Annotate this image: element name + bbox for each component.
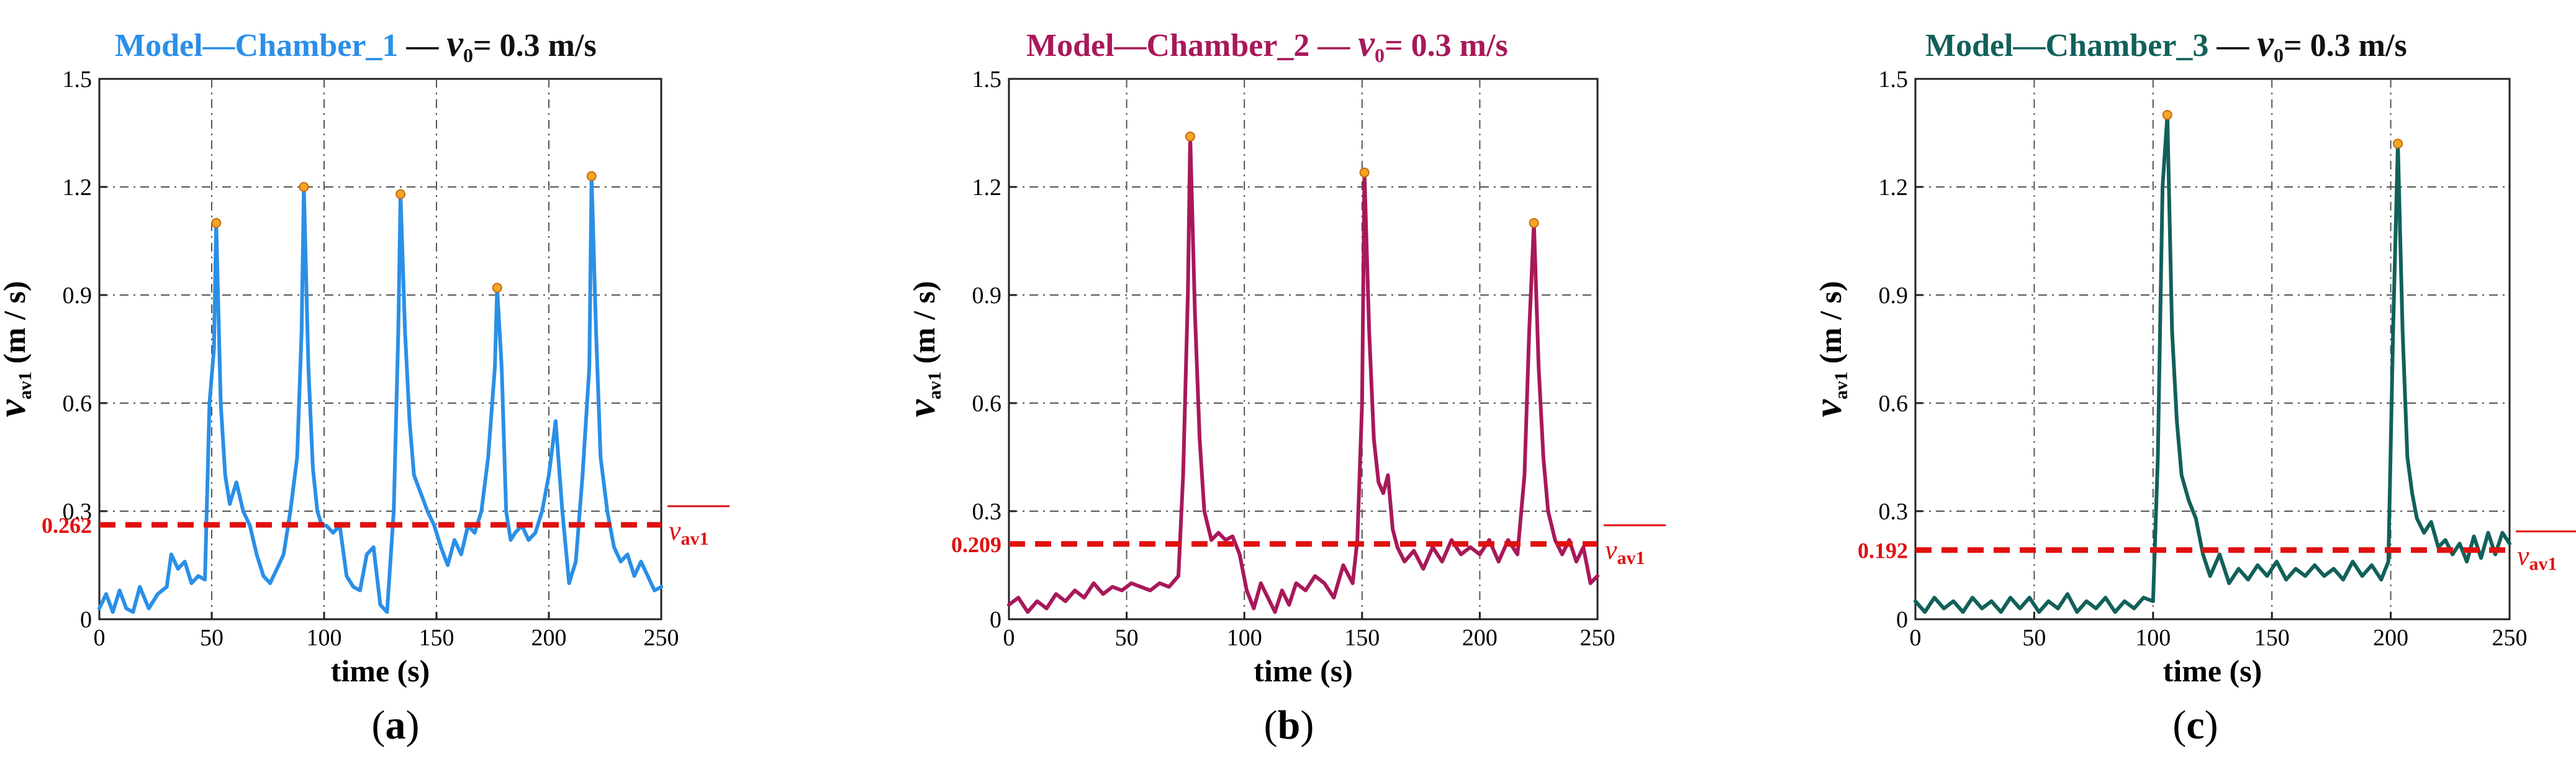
x-axis-label: time (s) bbox=[2163, 653, 2262, 688]
y-tick-label: 1.2 bbox=[63, 175, 93, 201]
chart-title: Model—Chamber_1 — v0= 0.3 m/s bbox=[115, 23, 597, 66]
peak-marker bbox=[395, 189, 406, 199]
x-tick-label: 50 bbox=[1115, 625, 1139, 651]
panel-caption-b: (b) bbox=[1263, 702, 1314, 748]
average-label: vav1 bbox=[669, 516, 709, 549]
series-line bbox=[1007, 134, 1599, 614]
y-tick-label: 0.9 bbox=[63, 283, 93, 309]
y-tick-label: 1.2 bbox=[972, 175, 1002, 201]
panel-b: 0 50 100 150 200 250 0 0.3 0.6 0.9 1.2 1.5 0.209 vav1… bbox=[859, 0, 1717, 777]
peak-marker bbox=[2393, 139, 2403, 149]
panel-a: 0 50 100 150 200 250 0 0.3 0.6 0.9 1.2 1.5 0.262 vav1… bbox=[0, 0, 859, 777]
y-tick-label: 0.3 bbox=[1879, 499, 1909, 525]
peak-marker bbox=[492, 283, 502, 293]
x-axis-label: time (s) bbox=[1254, 653, 1353, 688]
x-tick-label: 200 bbox=[2373, 625, 2408, 651]
y-axis-label: vav1 (m / s) bbox=[0, 281, 35, 417]
y-tick-label: 0 bbox=[80, 607, 92, 633]
x-tick-label: 200 bbox=[531, 625, 567, 651]
panel-caption-c: (c) bbox=[2172, 702, 2218, 748]
x-tick-label: 200 bbox=[1462, 625, 1498, 651]
peak-marker bbox=[211, 218, 222, 228]
chart-b: 0 50 100 150 200 250 0 0.3 0.6 0.9 1.2 1.5 0.209 vav1… bbox=[899, 23, 1666, 688]
x-tick-label: 100 bbox=[2135, 625, 2171, 651]
peak-marker bbox=[586, 171, 597, 181]
x-tick-label: 250 bbox=[2492, 625, 2528, 651]
average-value-label: 0.209 bbox=[951, 532, 1001, 557]
x-tick-label: 100 bbox=[1227, 625, 1262, 651]
x-tick-label: 150 bbox=[2254, 625, 2290, 651]
plot-frame bbox=[1008, 78, 1599, 620]
y-tick-label: 0.6 bbox=[972, 391, 1002, 417]
x-axis-label: time (s) bbox=[331, 653, 430, 688]
x-tick-label: 0 bbox=[94, 625, 106, 651]
series-line bbox=[97, 174, 663, 614]
average-label: vav1 bbox=[2517, 541, 2557, 575]
x-tick-label: 50 bbox=[2022, 625, 2046, 651]
y-tick-label: 0.3 bbox=[972, 499, 1002, 525]
peak-marker bbox=[2162, 110, 2172, 120]
y-axis-label: vav1 (m / s) bbox=[1805, 281, 1851, 417]
panel-caption-a: (a) bbox=[371, 702, 420, 748]
x-tick-label: 250 bbox=[644, 625, 679, 651]
x-tick-label: 100 bbox=[307, 625, 342, 651]
y-tick-label: 0 bbox=[990, 607, 1001, 633]
x-tick-label: 0 bbox=[1003, 625, 1015, 651]
series-line bbox=[1914, 113, 2511, 614]
y-tick-label: 1.2 bbox=[1879, 175, 1909, 201]
x-tick-label: 250 bbox=[1580, 625, 1616, 651]
average-label: vav1 bbox=[1605, 535, 1645, 568]
peak-marker bbox=[299, 182, 309, 192]
x-tick-label: 50 bbox=[200, 625, 224, 651]
plot-frame bbox=[98, 78, 662, 620]
chart-a: 0 50 100 150 200 250 0 0.3 0.6 0.9 1.2 1.5 0.262 vav1… bbox=[0, 23, 730, 688]
average-value-label: 0.262 bbox=[42, 513, 92, 538]
y-tick-label: 0.9 bbox=[1879, 283, 1909, 309]
y-tick-label: 1.5 bbox=[1879, 66, 1909, 93]
y-axis-label: vav1 (m / s) bbox=[899, 281, 945, 417]
y-tick-label: 0.6 bbox=[1879, 391, 1909, 417]
average-value-label: 0.192 bbox=[1858, 538, 1908, 563]
y-tick-label: 1.5 bbox=[972, 66, 1002, 93]
chart-c: 0 50 100 150 200 250 0 0.3 0.6 0.9 1.2 1.5 0.192 vav1… bbox=[1805, 23, 2576, 688]
peak-marker bbox=[1359, 167, 1370, 178]
chart-title: Model—Chamber_3 — v0= 0.3 m/s bbox=[1925, 23, 2407, 66]
y-tick-label: 1.5 bbox=[63, 66, 93, 93]
chart-title: Model—Chamber_2 — v0= 0.3 m/s bbox=[1026, 23, 1508, 66]
x-tick-label: 150 bbox=[419, 625, 454, 651]
peak-marker bbox=[1529, 218, 1539, 228]
y-tick-label: 0.3 bbox=[63, 499, 93, 525]
y-tick-label: 0 bbox=[1896, 607, 1908, 633]
panel-c: 0 50 100 150 200 250 0 0.3 0.6 0.9 1.2 1.5 0.192 vav1… bbox=[1717, 0, 2576, 777]
y-tick-label: 0.6 bbox=[63, 391, 93, 417]
peak-marker bbox=[1185, 131, 1195, 142]
y-tick-label: 0.9 bbox=[972, 283, 1002, 309]
x-tick-label: 0 bbox=[1910, 625, 1922, 651]
x-tick-label: 150 bbox=[1344, 625, 1380, 651]
plot-frame bbox=[1914, 78, 2511, 620]
